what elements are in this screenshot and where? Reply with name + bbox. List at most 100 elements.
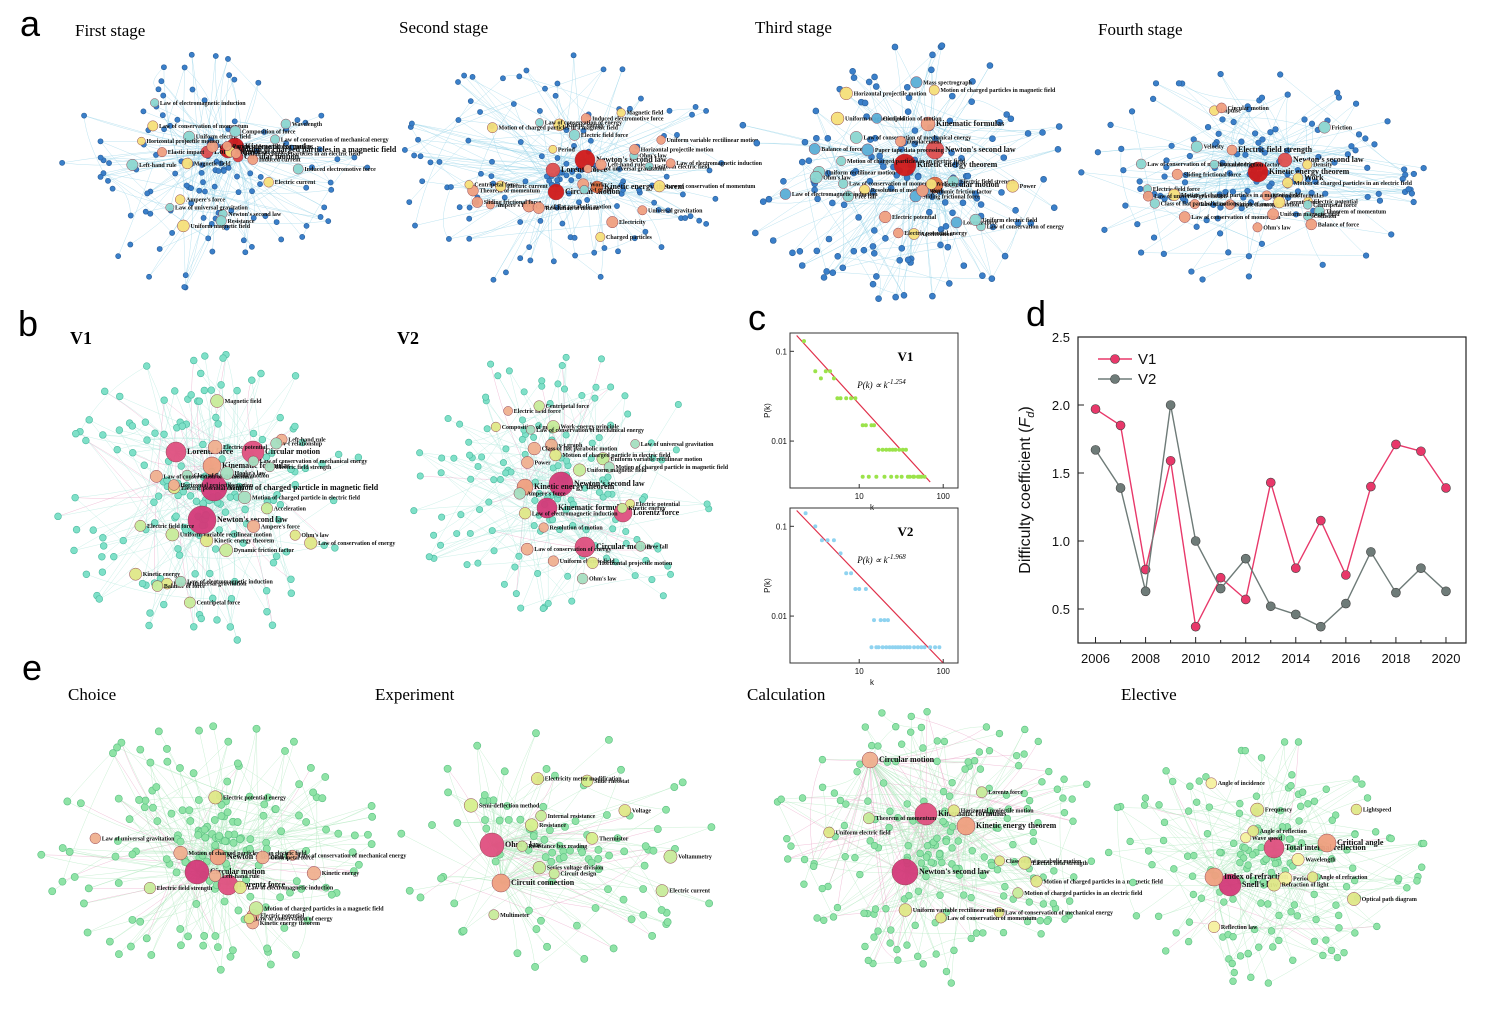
- keyword-label: Newton's second law: [919, 867, 990, 876]
- network-node: [1045, 767, 1053, 776]
- network-node: [602, 554, 610, 562]
- keyword-label: Uniform magnetic field: [587, 468, 647, 474]
- network-node: [1351, 929, 1359, 937]
- network-node: [1229, 839, 1238, 848]
- network-node: [160, 430, 168, 438]
- keyword-node: [950, 216, 963, 229]
- keyword-node: [583, 164, 593, 174]
- network-edge: [227, 784, 300, 886]
- network-edge: [816, 164, 906, 252]
- network-node: [1364, 164, 1371, 171]
- network-edge: [201, 457, 359, 521]
- network-node: [796, 247, 804, 255]
- network-node: [818, 755, 827, 764]
- network-node: [1049, 899, 1058, 908]
- network-edge: [457, 81, 557, 193]
- network-node: [870, 841, 879, 850]
- network-node: [224, 830, 233, 839]
- network-node: [1293, 912, 1301, 920]
- keyword-node: [150, 470, 163, 483]
- network-node: [940, 737, 949, 746]
- series-point-v2: [1165, 400, 1176, 410]
- network-node: [1197, 894, 1206, 902]
- keyword-label: Law of conservation of energy: [1200, 202, 1277, 208]
- network-node: [917, 723, 926, 732]
- network-node: [179, 488, 187, 496]
- data-point: [831, 376, 836, 381]
- network-node: [584, 197, 591, 203]
- network-node: [1228, 959, 1236, 968]
- network-node: [979, 871, 987, 880]
- keyword-node: [230, 148, 242, 159]
- network-node: [71, 493, 79, 502]
- network-node: [1210, 201, 1217, 208]
- network-node: [538, 377, 546, 385]
- network-node: [904, 256, 912, 264]
- network-edge: [115, 741, 229, 857]
- network-node: [1126, 837, 1134, 846]
- network-node: [224, 737, 233, 746]
- network-node: [604, 490, 612, 498]
- keyword-label: Law of universal gravitation: [175, 205, 248, 211]
- network-node: [269, 496, 278, 504]
- network-node: [640, 861, 649, 870]
- network-node: [200, 179, 206, 186]
- network-edge: [777, 801, 951, 832]
- keyword-node: [210, 394, 224, 408]
- network-node: [1020, 789, 1029, 798]
- network-node: [348, 848, 357, 857]
- network-node: [871, 905, 880, 913]
- network-edge: [1108, 852, 1215, 878]
- keyword-node: [173, 845, 188, 861]
- network-node: [834, 252, 842, 260]
- network-edge: [524, 486, 545, 608]
- keyword-node: [947, 804, 960, 817]
- network-node: [530, 433, 538, 441]
- keyword-node: [209, 848, 227, 866]
- network-edge: [151, 856, 219, 956]
- network-node: [201, 833, 210, 842]
- network-node: [1304, 800, 1312, 808]
- network-node: [1289, 956, 1297, 964]
- network-node: [687, 213, 694, 220]
- network-edge: [145, 433, 156, 530]
- network-node: [923, 708, 931, 716]
- keyword-node: [576, 572, 589, 585]
- network-node: [1308, 120, 1316, 127]
- network-node: [200, 932, 209, 940]
- network-edge: [874, 253, 900, 261]
- network-edge: [148, 129, 208, 153]
- keyword-label: Uniform electric field: [836, 830, 892, 836]
- keyword-node: [256, 850, 270, 865]
- network-edge: [441, 457, 586, 548]
- keyword-node: [663, 849, 678, 864]
- network-edge: [596, 108, 631, 188]
- x-tick-label: 10: [855, 667, 864, 676]
- network-node: [1384, 118, 1391, 125]
- keyword-node: [655, 884, 669, 898]
- keyword-node: [165, 441, 187, 463]
- network-node: [601, 245, 608, 251]
- keyword-node: [956, 816, 976, 836]
- network-node: [655, 207, 662, 213]
- network-node: [233, 386, 241, 395]
- network-edge: [1166, 94, 1288, 168]
- network-node: [542, 765, 551, 773]
- network-node: [836, 796, 845, 805]
- keyword-label: Multimeter: [500, 913, 530, 919]
- network-node: [707, 823, 716, 832]
- network-edge: [1198, 781, 1215, 878]
- network-node: [1001, 252, 1009, 260]
- network-node: [1104, 848, 1113, 857]
- keyword-label: Horizontal projectile motion: [180, 483, 254, 489]
- network-node: [198, 169, 205, 176]
- keyword-node: [625, 499, 636, 509]
- keyword-node: [914, 802, 938, 826]
- stage-title-first: First stage: [75, 21, 145, 40]
- keyword-node: [487, 122, 498, 134]
- keyword-node: [1012, 887, 1024, 899]
- network-node: [607, 383, 615, 391]
- network-node: [948, 844, 956, 852]
- network-node: [257, 181, 263, 188]
- network-edge: [118, 798, 281, 898]
